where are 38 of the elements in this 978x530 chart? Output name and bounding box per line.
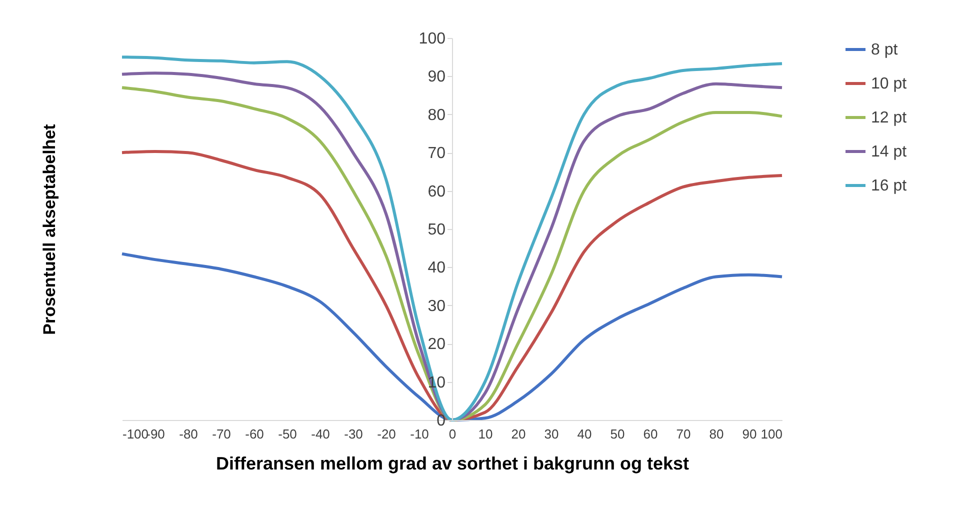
x-tick-label: 90 — [742, 426, 757, 442]
x-tick-label: 30 — [544, 426, 559, 442]
legend-label: 8 pt — [871, 42, 898, 58]
y-tick-label: 30 — [428, 298, 446, 315]
x-tick-label: -30 — [344, 426, 363, 442]
x-tick-label: 100 — [760, 426, 782, 442]
x-tick-label: -40 — [311, 426, 330, 442]
y-tick-label: 20 — [428, 336, 446, 354]
x-tick-label: 70 — [676, 426, 691, 442]
legend-label: 10 pt — [871, 76, 908, 92]
x-tick-label: 0 — [448, 426, 456, 442]
y-tick-label: 40 — [428, 260, 446, 277]
x-tick-label: 50 — [610, 426, 625, 442]
x-tick-label: -90 — [146, 426, 165, 442]
x-tick-label: -50 — [278, 426, 297, 442]
x-tick-label: 80 — [709, 426, 724, 442]
y-tick-label: 100 — [418, 30, 446, 48]
x-tick-label: -60 — [245, 426, 264, 442]
y-tick-label: 50 — [428, 222, 446, 238]
x-tick-label: 20 — [511, 426, 526, 442]
y-axis-title: Prosentuell akseptabelhet — [40, 124, 59, 335]
y-tick-label: 0 — [436, 412, 446, 430]
x-axis-title: Differansen mellom grad av sorthet i bakgrunn og tekst — [216, 454, 690, 474]
x-tick-label: -100 — [122, 426, 149, 442]
y-tick-label: 60 — [428, 183, 446, 200]
x-tick-label: 40 — [577, 426, 592, 442]
y-tick-label: 80 — [428, 106, 446, 124]
y-tick-label: 90 — [428, 68, 446, 86]
x-tick-label: -20 — [377, 426, 396, 442]
x-tick-label: 10 — [478, 426, 493, 442]
x-tick-label: -80 — [179, 426, 198, 442]
x-tick-label: -70 — [212, 426, 231, 442]
legend-label: 12 pt — [871, 110, 908, 126]
x-tick-label: -10 — [410, 426, 429, 442]
y-tick-label: 70 — [428, 145, 446, 162]
x-tick-label: 60 — [643, 426, 658, 442]
legend-label: 16 pt — [871, 178, 908, 194]
legend-label: 14 pt — [871, 144, 908, 160]
